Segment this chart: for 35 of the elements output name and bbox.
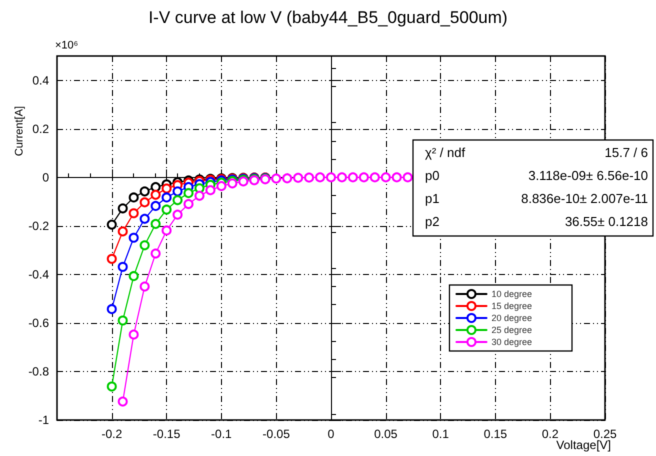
x-tick-label: 0 <box>328 427 335 441</box>
x-tick-label: 0.05 <box>374 427 398 441</box>
legend-label: 25 degree <box>491 325 532 335</box>
annotation: 36.55± 0.1218 <box>564 214 648 229</box>
x-axis-title: Voltage[V] <box>556 438 612 452</box>
y-tick-label: -0.2 <box>28 218 50 233</box>
y-tick-label: 0 <box>42 170 50 184</box>
legend-label: 15 degree <box>491 301 532 311</box>
y-axis-title: Current[A] <box>14 106 26 156</box>
annotation: 15.7 / 6 <box>604 145 648 160</box>
y-tick-label: 0.2 <box>32 122 50 136</box>
y-tick-label: -1 <box>38 413 50 427</box>
x-tick-label: 0.1 <box>432 427 450 441</box>
y-tick-label: 0.4 <box>32 73 50 88</box>
x-tick-label: 0.25 <box>593 427 617 441</box>
legend-label: 10 degree <box>491 289 532 299</box>
x-tick-label: -0.2 <box>101 427 122 441</box>
annotation: p0 <box>425 168 440 183</box>
annotation: 3.118e-09± 6.56e-10 <box>528 168 648 183</box>
x-tick-label: -0.05 <box>262 427 290 441</box>
x-tick-label: -0.1 <box>211 427 232 441</box>
x-tick-label: -0.15 <box>152 427 181 441</box>
y-tick-label: -0.8 <box>28 364 50 378</box>
annotation: 8.836e-10± 2.007e-11 <box>521 191 648 206</box>
legend-label: 20 degree <box>491 313 532 323</box>
chart-title: I-V curve at low V (baby44_B5_0guard_500um) <box>148 8 508 27</box>
legend-label: 30 degree <box>491 337 532 347</box>
annotation: p2 <box>425 214 440 229</box>
y-tick-label: -0.4 <box>28 267 50 282</box>
x-tick-label: 0.2 <box>542 427 559 441</box>
annotation: p1 <box>425 191 440 206</box>
text: ×10⁶ <box>55 40 78 52</box>
annotation: χ² / ndf <box>425 145 466 160</box>
x-tick-label: 0.15 <box>484 427 508 441</box>
y-tick-label: -0.6 <box>28 316 50 330</box>
